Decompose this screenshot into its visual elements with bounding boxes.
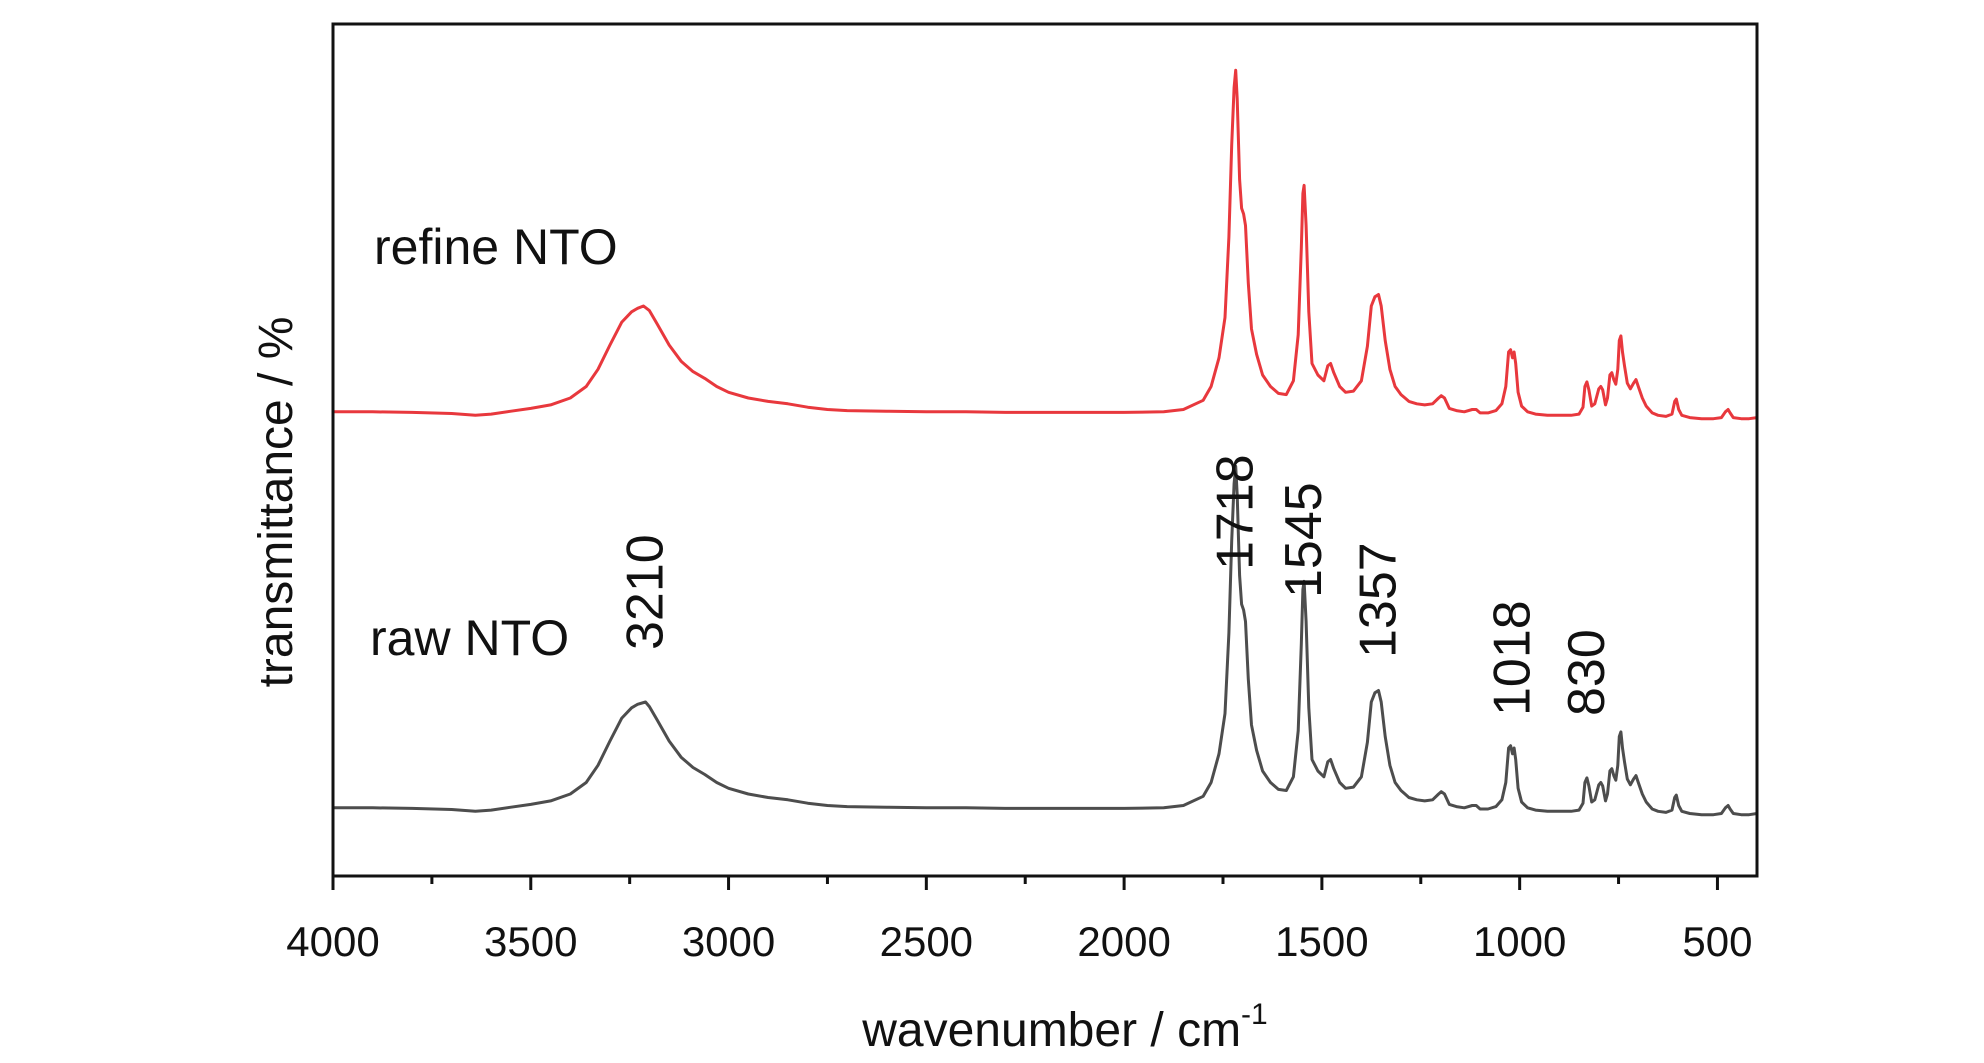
peak-label-1018: 1018 xyxy=(1484,600,1542,716)
x-axis-title: wavenumber / cm-1 xyxy=(861,998,1267,1057)
x-tick-label: 3000 xyxy=(682,918,775,965)
x-tick-label: 3500 xyxy=(484,918,577,965)
peak-label-1357: 1357 xyxy=(1350,542,1408,658)
x-tick-label: 500 xyxy=(1682,918,1752,965)
x-tick-label: 1500 xyxy=(1275,918,1368,965)
peak-annotations: 3210 1718 1545 1357 1018 830 xyxy=(617,454,1616,716)
series-label-refine-nto: refine NTO xyxy=(374,219,618,275)
x-tick-label: 4000 xyxy=(286,918,379,965)
peak-label-1718: 1718 xyxy=(1207,454,1265,570)
series-label-raw-nto: raw NTO xyxy=(370,610,569,666)
x-tick-label: 1000 xyxy=(1473,918,1566,965)
peak-label-3210: 3210 xyxy=(617,534,675,650)
peak-label-1545: 1545 xyxy=(1275,482,1333,598)
x-axis-title-superscript: -1 xyxy=(1241,998,1268,1031)
series-line-refine-nto xyxy=(333,68,1758,421)
x-tick-label: 2000 xyxy=(1077,918,1170,965)
x-axis-title-text: wavenumber / cm xyxy=(861,1004,1241,1057)
x-axis: 4000 3500 3000 2500 2000 1500 1000 500 xyxy=(286,876,1752,965)
y-axis-title: transmittance / % xyxy=(250,317,303,688)
series-line-raw-nto xyxy=(333,464,1758,817)
peak-label-830: 830 xyxy=(1558,629,1616,716)
plot-frame xyxy=(331,22,1759,878)
x-tick-label: 2500 xyxy=(880,918,973,965)
plot-area xyxy=(333,68,1758,817)
